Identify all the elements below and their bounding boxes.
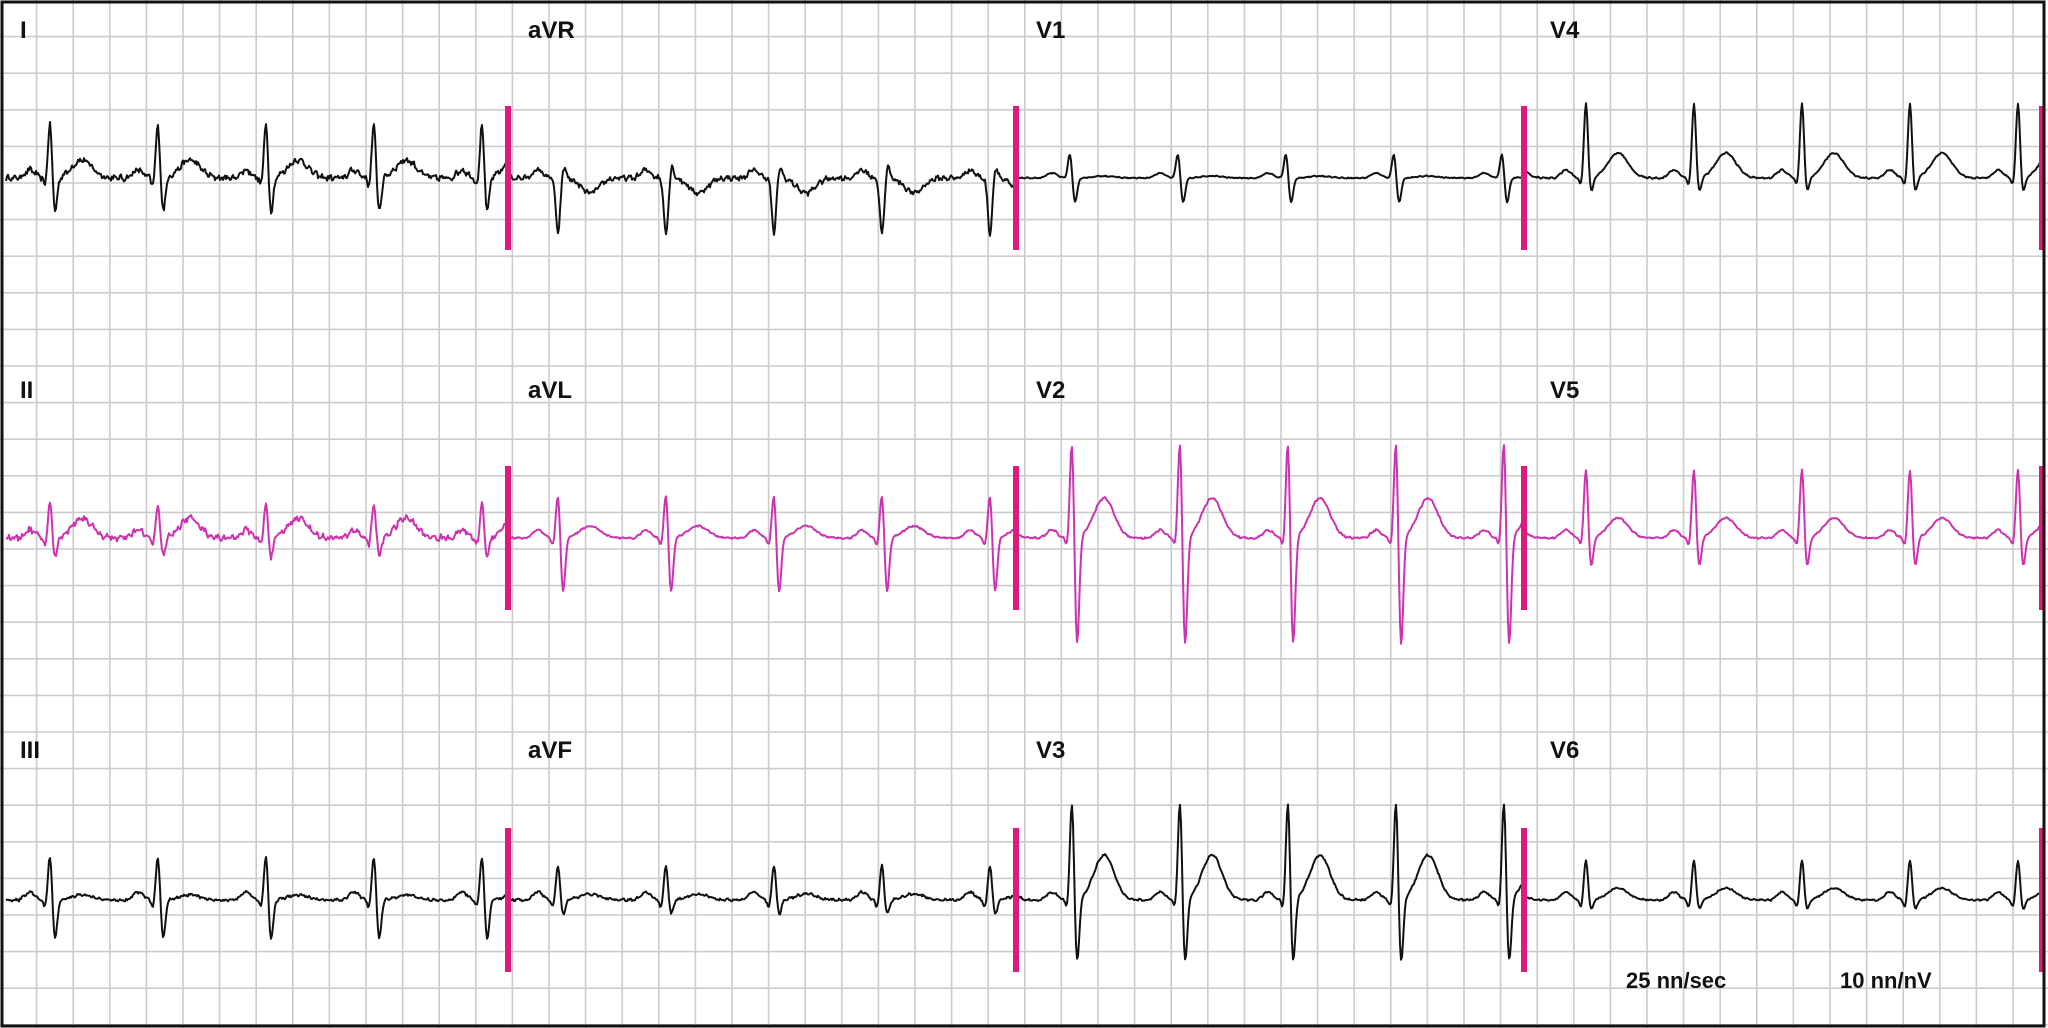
lead-separator-marker: [2039, 828, 2045, 972]
lead-label-aVL: aVL: [528, 377, 572, 404]
trace-I: [5, 121, 509, 215]
trace-V4: [1523, 102, 2041, 192]
trace-V1: [1016, 153, 1525, 204]
trace-III: [5, 856, 508, 940]
trace-aVF: [507, 863, 1017, 916]
lead-separator-marker: [1521, 828, 1527, 972]
traces: [5, 102, 2041, 961]
lead-separator-marker: [505, 106, 511, 250]
lead-separator-marker: [505, 828, 511, 972]
trace-II: [5, 501, 509, 561]
lead-label-V1: V1: [1036, 17, 1065, 44]
lead-label-aVR: aVR: [528, 17, 575, 44]
trace-V2: [1015, 444, 1525, 645]
lead-label-V5: V5: [1550, 377, 1579, 404]
lead-separator-marker: [1013, 466, 1019, 610]
lead-separator-marker: [2039, 466, 2045, 610]
lead-label-V4: V4: [1550, 17, 1580, 44]
gain-label: 10 nn/nV: [1840, 968, 1932, 993]
lead-separator-marker: [1013, 106, 1019, 250]
speed-label: 25 nn/sec: [1626, 968, 1726, 993]
lead-label-V6: V6: [1550, 737, 1579, 764]
lead-separator-marker: [1521, 106, 1527, 250]
trace-V5: [1523, 468, 2041, 566]
lead-markers: [505, 106, 2045, 972]
lead-label-aVF: aVF: [528, 737, 572, 764]
lead-separator-marker: [505, 466, 511, 610]
trace-aVR: [507, 164, 1017, 237]
trace-aVL: [507, 495, 1017, 593]
lead-label-III: III: [20, 737, 40, 764]
lead-label-V3: V3: [1036, 737, 1065, 764]
lead-separator-marker: [2039, 106, 2045, 250]
lead-separator-marker: [1013, 828, 1019, 972]
lead-label-I: I: [20, 17, 27, 44]
lead-separator-marker: [1521, 466, 1527, 610]
lead-label-II: II: [20, 377, 33, 404]
trace-V3: [1015, 803, 1525, 961]
lead-label-V2: V2: [1036, 377, 1065, 404]
trace-V6: [1523, 859, 2041, 910]
